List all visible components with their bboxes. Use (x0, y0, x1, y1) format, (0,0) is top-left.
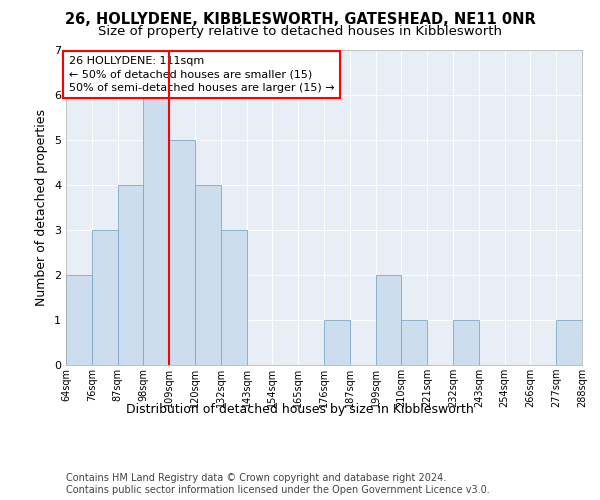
Bar (401, 320, 427, 365)
Text: Contains HM Land Registry data © Crown copyright and database right 2024.
Contai: Contains HM Land Registry data © Crown c… (66, 474, 490, 495)
Bar (92, 230, 118, 365)
Bar (66, 275, 92, 365)
Text: 26, HOLLYDENE, KIBBLESWORTH, GATESHEAD, NE11 0NR: 26, HOLLYDENE, KIBBLESWORTH, GATESHEAD, … (65, 12, 535, 28)
Bar (169, 140, 195, 365)
Bar (324, 320, 350, 365)
Y-axis label: Number of detached properties: Number of detached properties (35, 109, 49, 306)
Bar (221, 230, 247, 365)
Bar (195, 185, 221, 365)
Bar (453, 320, 479, 365)
Text: Size of property relative to detached houses in Kibblesworth: Size of property relative to detached ho… (98, 25, 502, 38)
Bar (143, 95, 169, 365)
Bar (118, 185, 143, 365)
Text: 26 HOLLYDENE: 111sqm
← 50% of detached houses are smaller (15)
50% of semi-detac: 26 HOLLYDENE: 111sqm ← 50% of detached h… (68, 56, 334, 92)
Bar (556, 320, 582, 365)
Bar (376, 275, 401, 365)
Text: Distribution of detached houses by size in Kibblesworth: Distribution of detached houses by size … (126, 402, 474, 415)
